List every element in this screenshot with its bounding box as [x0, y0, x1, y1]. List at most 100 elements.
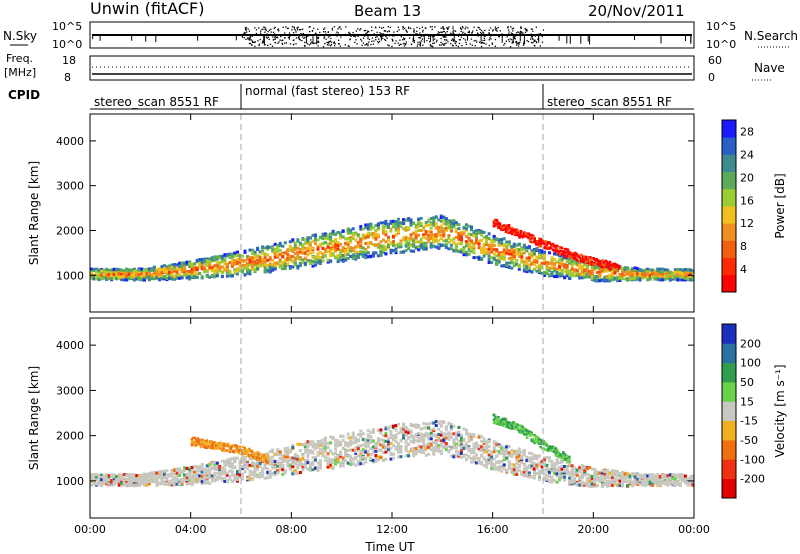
power-cell [236, 268, 239, 272]
power-cell [462, 230, 466, 234]
power-cell [681, 268, 685, 272]
nsky-point [251, 44, 253, 46]
power-cell [170, 277, 174, 281]
power-cell [414, 225, 418, 229]
nsky-point [498, 35, 500, 38]
power-cell [301, 243, 305, 247]
nsky-point [365, 34, 367, 37]
power-cell [112, 273, 116, 276]
power-cell [223, 260, 227, 264]
velocity-cell [349, 455, 353, 459]
power-feature-cell [589, 256, 592, 259]
power-cell [349, 238, 353, 242]
power-cell [449, 229, 453, 233]
power-cell [475, 238, 478, 242]
power-cell [281, 262, 285, 266]
nsky-point [525, 29, 527, 31]
power-feature-cell [509, 227, 512, 231]
power-cell [404, 239, 408, 243]
power-feature-cell [572, 253, 576, 256]
power-feature-cell [565, 247, 568, 251]
velocity-cell [203, 472, 207, 476]
power-cell [500, 264, 504, 268]
power-cell [286, 257, 290, 261]
power-cell [147, 272, 151, 275]
power-cell [319, 256, 322, 260]
power-feature-cell [495, 219, 499, 223]
power-cell [168, 268, 171, 271]
nsky-point [375, 39, 377, 41]
velocity-cell [188, 473, 192, 477]
nsky-point [434, 26, 436, 28]
power-cell [429, 226, 433, 230]
power-cell [230, 274, 234, 278]
nsky-point [463, 37, 465, 40]
velocity-cell [344, 452, 348, 456]
nsky-point [474, 45, 476, 47]
nsky-point [413, 39, 416, 42]
nsky-point [383, 30, 385, 32]
power-cell [623, 266, 627, 270]
nsky-point [340, 28, 342, 30]
power-cell [661, 273, 665, 276]
nsky-point [431, 26, 433, 28]
power-cell [636, 268, 640, 272]
power-cell [155, 269, 159, 273]
power-cell [573, 261, 577, 265]
nsky-point [310, 43, 312, 45]
nsky-point [542, 29, 545, 31]
nsky-point [252, 41, 254, 43]
nsky-point [304, 41, 306, 44]
power-cell [442, 215, 446, 219]
velocity-cell [213, 462, 217, 466]
velocity-cell [308, 442, 312, 446]
power-cell [147, 278, 151, 282]
nsky-point [265, 36, 268, 38]
velocity-cell [334, 456, 338, 460]
power-cell [402, 250, 406, 254]
velocity-cell [233, 458, 237, 462]
power-cell [238, 263, 242, 267]
velocity-cell [276, 453, 280, 457]
power-feature-cell [492, 221, 496, 224]
velocity-cell [271, 455, 275, 459]
velocity-cell [190, 474, 194, 478]
power-cell [140, 277, 144, 281]
power-cell [641, 276, 645, 280]
power-cell [140, 272, 144, 276]
power-cell [407, 217, 411, 220]
y-axis-label: Slant Range [km] [27, 161, 41, 265]
nsky-point [365, 32, 367, 35]
nsky-point [433, 35, 435, 37]
nsky-point [262, 28, 264, 30]
power-cell [324, 236, 327, 240]
power-cell [487, 261, 491, 264]
y-tick-label: 3000 [56, 180, 84, 193]
power-feature-cell [498, 224, 502, 227]
power-cell [631, 277, 635, 281]
velocity-cell [193, 475, 197, 479]
power-cell [273, 261, 277, 265]
nsky-point [281, 42, 283, 45]
nsky-point [299, 39, 301, 41]
power-cell [517, 254, 521, 258]
velocity-cell [266, 458, 270, 462]
power-cell [500, 257, 504, 261]
power-cell [585, 272, 589, 276]
velocity-cell [349, 463, 353, 466]
velocity-cell [326, 446, 330, 450]
velocity-cell [281, 463, 285, 467]
nsky-point [452, 45, 454, 47]
power-cell [334, 237, 338, 241]
power-cell [341, 235, 345, 239]
power-cell [663, 272, 667, 276]
power-cell [628, 271, 632, 275]
power-cell [155, 273, 159, 277]
power-feature-cell [574, 254, 577, 257]
power-cell [142, 274, 146, 278]
nsky-point [291, 26, 293, 28]
power-cell [351, 227, 355, 231]
nsky-point [534, 35, 537, 37]
power-cell [603, 275, 607, 279]
power-cell [663, 270, 667, 274]
